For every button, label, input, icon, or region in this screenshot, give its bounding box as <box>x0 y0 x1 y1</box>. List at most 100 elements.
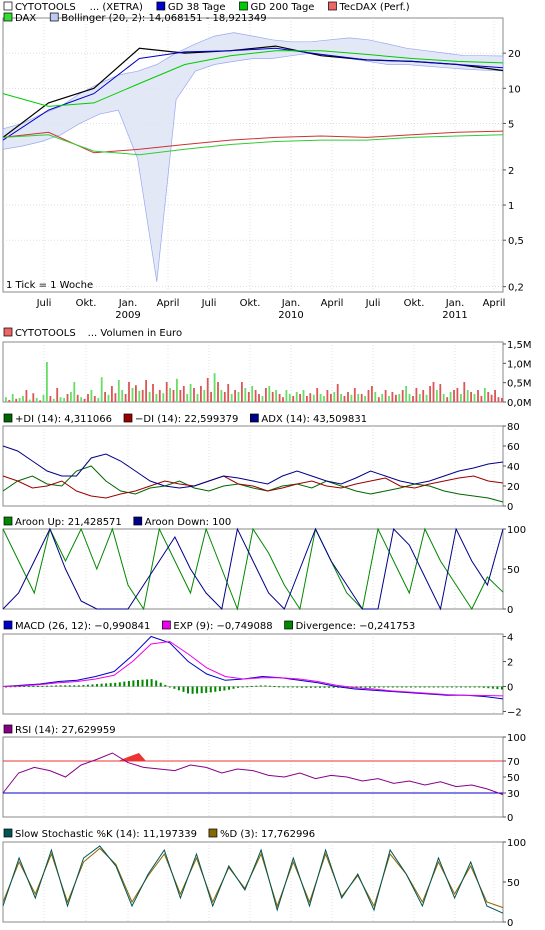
volume-bar <box>347 392 349 402</box>
rsi-legend-swatch-0 <box>3 724 13 734</box>
main-legend-swatch-2 <box>239 1 248 11</box>
volume-bar <box>278 394 281 402</box>
macd-legend-label-2: Divergence: −0,241753 <box>296 621 416 632</box>
adx-legend-swatch-1 <box>123 413 133 423</box>
aroon-legend-swatch-0 <box>3 516 13 526</box>
volume-bar <box>213 373 216 402</box>
volume-bar <box>22 396 24 402</box>
volume-bar <box>97 398 100 402</box>
volume-bar <box>501 398 503 402</box>
stoch-legend-label-1: %D (3): 17,762996 <box>220 829 315 840</box>
volume-bar <box>152 384 154 402</box>
volume-bar <box>244 388 247 402</box>
volume-bar <box>453 390 455 402</box>
volume-bar <box>227 384 230 402</box>
rsi-legend-label-0: RSI (14): 27,629959 <box>15 725 116 736</box>
volume-bar <box>42 394 45 402</box>
divergence-bar <box>73 685 76 687</box>
volume-ytick-label-0: 1,5M <box>507 340 532 351</box>
divergence-bar <box>473 686 476 688</box>
divergence-bar <box>291 686 294 688</box>
volume-bar <box>265 388 267 402</box>
divergence-bar <box>328 686 331 688</box>
volume-bar <box>128 382 130 402</box>
divergence-bar <box>32 685 35 687</box>
divergence-bar <box>241 686 244 688</box>
stoch-ytick-label-1: 50 <box>507 878 520 889</box>
volume-bar <box>114 393 117 402</box>
volume-bar <box>282 397 284 402</box>
price-ytick-label-5: 0,5 <box>508 236 524 247</box>
divergence-bar <box>464 686 467 688</box>
xaxis-label-2: Jan. <box>118 298 138 309</box>
divergence-bar <box>196 686 199 694</box>
aroon-legend-label-1: Aroon Down: 100 <box>145 517 231 528</box>
volume-bar <box>179 390 182 402</box>
volume-bar <box>155 394 158 402</box>
volume-bar <box>70 392 72 402</box>
xaxis-year-1: 2010 <box>278 310 303 321</box>
tick-note: 1 Tick = 1 Woche <box>6 280 93 291</box>
volume-bar <box>401 390 404 402</box>
divergence-bar <box>255 685 258 687</box>
divergence-bar <box>396 686 399 688</box>
xaxis-label-8: Juli <box>365 298 381 309</box>
divergence-bar <box>369 686 371 688</box>
volume-ytick-label-1: 1,0M <box>507 359 532 370</box>
volume-bar <box>176 378 178 402</box>
gd200-line <box>2 50 504 107</box>
volume-bar <box>306 396 308 402</box>
divergence-bar <box>278 686 280 688</box>
divergence-bar <box>68 685 71 687</box>
volume-legend-swatch-0 <box>3 327 13 337</box>
volume-bar <box>436 390 438 402</box>
divergence-bar <box>146 679 149 687</box>
xaxis-label-11: April <box>483 298 506 309</box>
volume-bar <box>326 390 329 402</box>
volume-bar <box>408 394 411 402</box>
volume-bar <box>193 388 195 402</box>
divergence-bar <box>205 686 208 693</box>
adx-legend-label-1: −DI (14): 22,599379 <box>135 414 238 425</box>
rsi-ytick-label-0: 100 <box>507 733 526 744</box>
divergence-bar <box>378 686 381 688</box>
volume-bar <box>316 388 319 402</box>
adx-legend-swatch-2 <box>250 413 259 423</box>
divergence-bar <box>100 683 103 687</box>
aroon-ytick-label-1: 50 <box>507 565 520 576</box>
volume-bar <box>234 390 236 402</box>
volume-bar <box>237 392 240 402</box>
main-legend-label-4: DAX <box>15 13 36 24</box>
aroon-ytick-label-2: 0 <box>507 605 513 616</box>
divergence-bar <box>82 685 85 687</box>
volume-bar <box>247 392 250 402</box>
volume-bar <box>418 394 421 402</box>
volume-bar <box>483 388 486 402</box>
volume-bar <box>39 400 41 402</box>
adx-legend-swatch-0 <box>3 413 13 423</box>
volume-bar <box>446 397 449 402</box>
rsi-ytick-label-3: 30 <box>507 789 520 800</box>
tecdax-line <box>2 130 504 154</box>
divergence-bar <box>296 686 299 688</box>
adx-ytick-label-1: 60 <box>507 442 520 453</box>
divergence-bar <box>300 686 303 688</box>
volume-bar <box>220 390 223 402</box>
volume-bar <box>364 396 366 402</box>
volume-bar <box>330 394 332 402</box>
volume-bar <box>367 390 370 402</box>
main-legend-label-2: GD 200 Tage <box>250 2 314 13</box>
volume-bar <box>254 390 257 402</box>
volume-bar <box>165 382 168 402</box>
main-legend-swatch-3 <box>328 1 337 11</box>
macd-ytick-label-3: −2 <box>507 708 522 719</box>
divergence-bar <box>41 685 44 687</box>
volume-bar <box>268 386 271 402</box>
main-legend-label-0: CYTOTOOLS <box>15 2 76 13</box>
divergence-bar <box>36 685 39 687</box>
stoch-ytick-label-0: 100 <box>507 838 526 849</box>
divergence-bar <box>223 686 226 691</box>
volume-bar <box>449 392 452 402</box>
stoch-panel-frame <box>2 841 504 923</box>
volume-bar <box>138 390 141 402</box>
